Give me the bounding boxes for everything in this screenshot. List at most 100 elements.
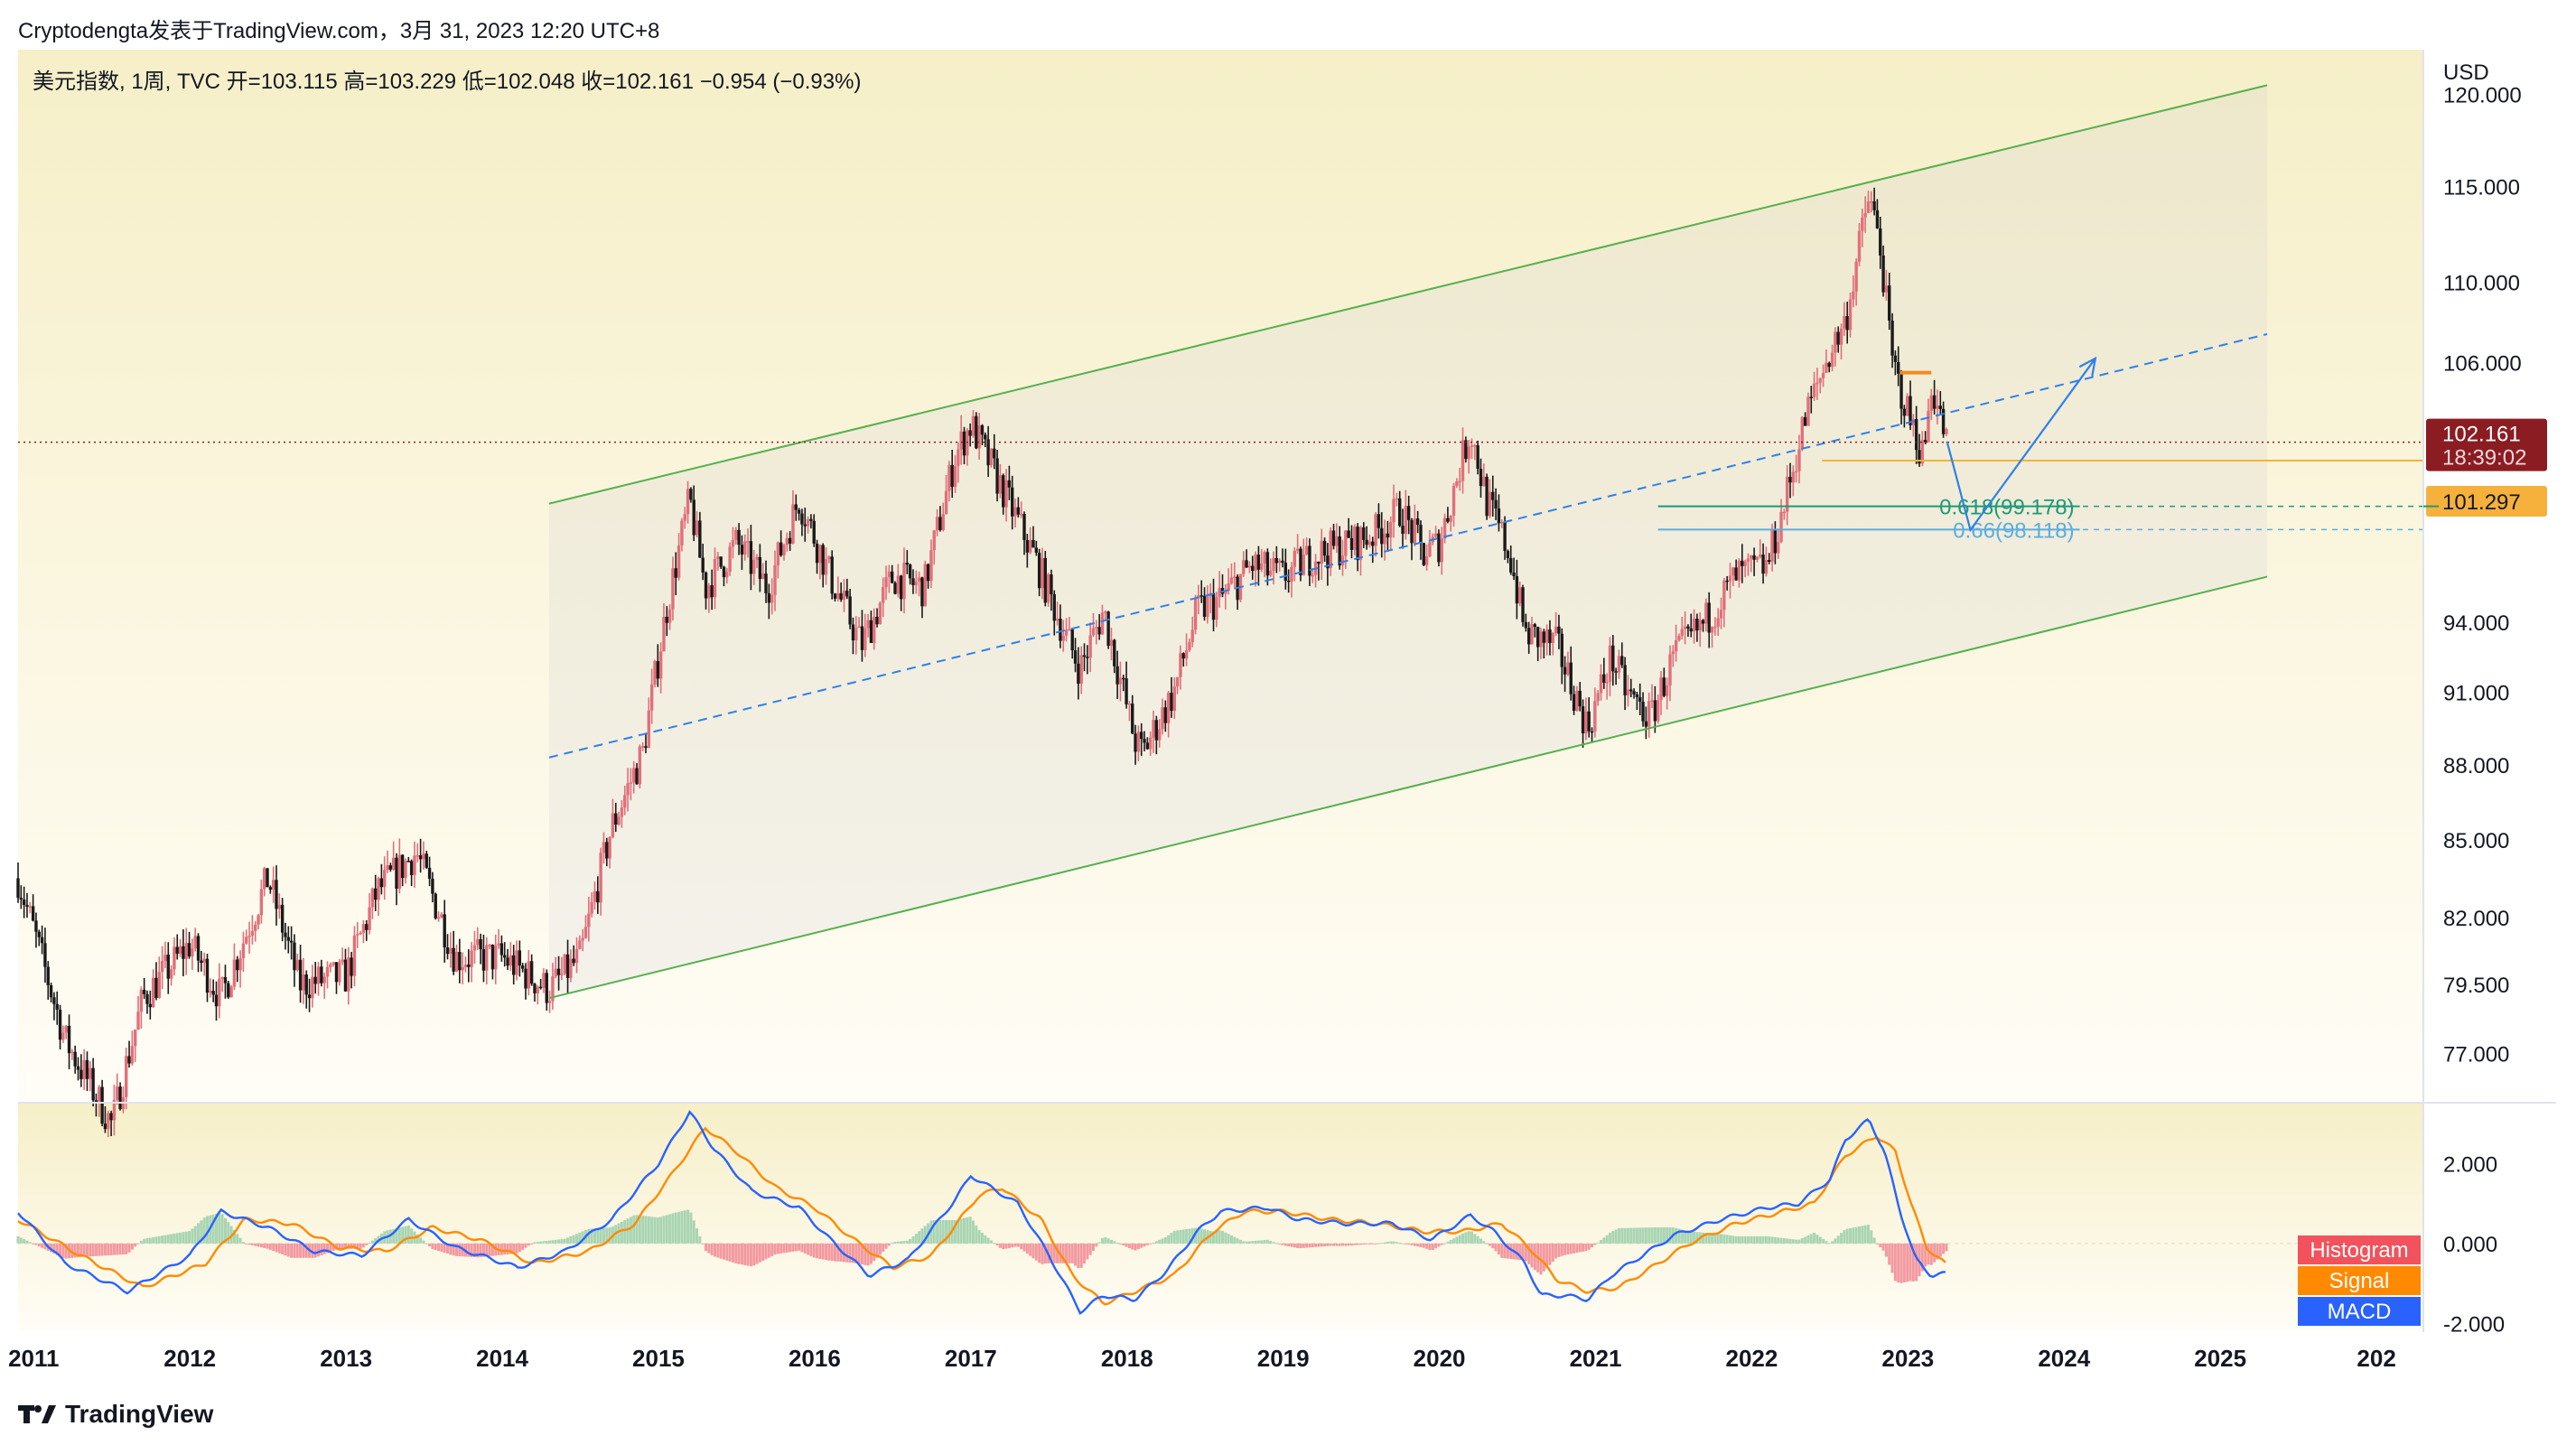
histogram-bar (331, 1243, 335, 1251)
candle-body (565, 954, 570, 978)
candle-body (1741, 560, 1744, 566)
candle-body (581, 937, 584, 941)
candle-body (632, 768, 636, 783)
candle-body (785, 537, 789, 545)
histogram-bar (179, 1232, 182, 1244)
histogram-bar (1031, 1243, 1035, 1259)
histogram-bar (1413, 1243, 1416, 1246)
histogram-bar (43, 1243, 47, 1250)
candle-body (463, 964, 468, 967)
price-axis[interactable]: USD 120.000 115.000 110.000 106.000 94.000 91… (2443, 61, 2522, 1067)
candle-body (187, 943, 191, 957)
histogram-bar (397, 1227, 401, 1244)
candle-body (49, 984, 53, 998)
histogram-bar (587, 1228, 591, 1244)
histogram-bar (1299, 1243, 1302, 1249)
histogram-bar (1662, 1226, 1666, 1244)
candle-body (1515, 575, 1519, 604)
candle-body (100, 1086, 104, 1124)
candle-body (452, 947, 455, 972)
histogram-bar (1863, 1225, 1867, 1244)
histogram-bar (1263, 1240, 1266, 1244)
candle-body (1265, 552, 1270, 576)
histogram-bar (182, 1232, 185, 1244)
histogram-bar (857, 1243, 861, 1264)
candle-body (875, 616, 879, 625)
candle-body (938, 517, 942, 530)
histogram-bar (1879, 1243, 1882, 1248)
histogram-bar (1220, 1230, 1224, 1244)
candle-body (331, 962, 335, 965)
histogram-bar (875, 1243, 879, 1258)
histogram-bar (1293, 1243, 1296, 1248)
histogram-bar (1106, 1238, 1110, 1244)
candle-body (1166, 693, 1171, 723)
histogram-bar (1238, 1239, 1242, 1244)
histogram-bar (1025, 1243, 1029, 1254)
histogram-bar (593, 1228, 596, 1244)
histogram-bar (1591, 1243, 1594, 1248)
candle-body (695, 520, 699, 536)
candle-body (1470, 445, 1474, 447)
histogram-bar (34, 1243, 38, 1245)
candle-body (1269, 570, 1273, 576)
histogram-bar (1795, 1239, 1798, 1244)
candle-body (422, 853, 425, 860)
candle-body (547, 1001, 552, 1003)
candle-body (1419, 525, 1423, 544)
histogram-bar (1711, 1233, 1714, 1244)
histogram-bar (845, 1243, 849, 1263)
candle-body (1383, 533, 1386, 545)
histogram-bar (1866, 1225, 1870, 1244)
candle-body (304, 974, 308, 995)
candle-body (461, 966, 464, 971)
histogram-bar (957, 1219, 960, 1244)
histogram-bar (873, 1243, 876, 1262)
candle-body (139, 989, 144, 1012)
histogram-bar (109, 1243, 113, 1255)
candle-body (1512, 572, 1516, 576)
candle-body (1623, 665, 1627, 695)
histogram-bar (317, 1243, 321, 1257)
candle-body (133, 1029, 137, 1047)
histogram-bar (1167, 1235, 1171, 1244)
histogram-bar (220, 1214, 224, 1244)
candle-body (1845, 316, 1849, 331)
candle-body (334, 962, 339, 983)
histogram-bar (1029, 1243, 1032, 1256)
histogram-bar (1582, 1243, 1585, 1252)
candle-body (223, 976, 228, 984)
candle-body (1897, 361, 1900, 374)
candle-body (1199, 595, 1203, 597)
candle-body (899, 575, 903, 600)
histogram-bar (434, 1243, 437, 1251)
histogram-bar (506, 1243, 509, 1254)
candle-body (284, 932, 287, 937)
histogram-bar (749, 1243, 752, 1267)
histogram-bar (1233, 1236, 1237, 1244)
histogram-bar (896, 1241, 900, 1244)
histogram-bar (1509, 1243, 1513, 1259)
histogram-bar (918, 1231, 921, 1244)
histogram-bar (1305, 1243, 1309, 1248)
candle-body (1782, 511, 1787, 514)
time-axis[interactable]: 2011 2012 2013 2014 2015 2016 2017 2018 2019 2020… (8, 1345, 2396, 1372)
histogram-bar (41, 1243, 44, 1248)
candle-body (1890, 320, 1894, 356)
histogram-bar (1407, 1243, 1411, 1245)
histogram-bar (1584, 1243, 1588, 1252)
candle-body (638, 746, 642, 785)
histogram-bar (1677, 1228, 1681, 1244)
candle-body (109, 1113, 113, 1121)
candle-body (1608, 645, 1612, 683)
histogram-bar (993, 1243, 996, 1245)
candle-body (1148, 737, 1153, 750)
histogram-bar (1302, 1243, 1305, 1248)
candle-body (1070, 629, 1074, 651)
histogram-bar (25, 1240, 29, 1244)
histogram-bar (73, 1243, 77, 1258)
histogram-bar (359, 1243, 362, 1249)
macd-axis[interactable]: 2.000 0.000 -2.000 (2443, 1152, 2505, 1337)
candle-body (1704, 602, 1708, 624)
